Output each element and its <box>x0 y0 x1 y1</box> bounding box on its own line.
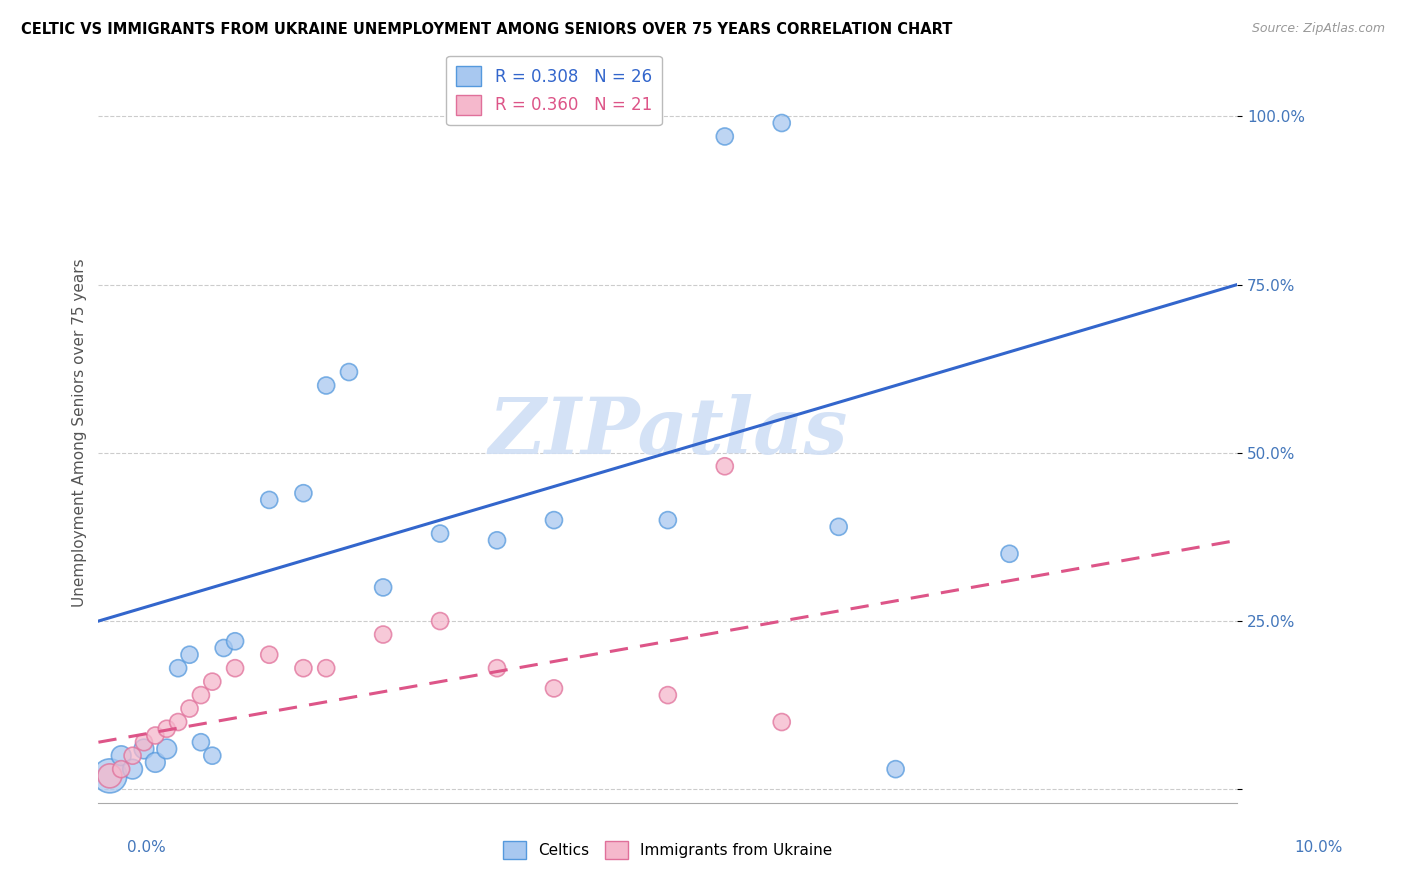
Point <box>132 742 155 756</box>
Point <box>543 681 565 696</box>
Text: 0.0%: 0.0% <box>127 840 166 855</box>
Point <box>179 701 201 715</box>
Point <box>429 614 451 628</box>
Point <box>156 742 179 756</box>
Point <box>224 634 246 648</box>
Point <box>292 661 315 675</box>
Point <box>98 769 121 783</box>
Point <box>714 459 737 474</box>
Legend: Celtics, Immigrants from Ukraine: Celtics, Immigrants from Ukraine <box>498 835 838 865</box>
Point <box>315 378 337 392</box>
Point <box>190 688 212 702</box>
Point <box>156 722 179 736</box>
Point <box>998 547 1021 561</box>
Point <box>201 748 224 763</box>
Point <box>770 116 793 130</box>
Text: Source: ZipAtlas.com: Source: ZipAtlas.com <box>1251 22 1385 36</box>
Point <box>145 729 167 743</box>
Point <box>201 674 224 689</box>
Point <box>486 661 509 675</box>
Point <box>373 627 395 641</box>
Point <box>167 714 190 729</box>
Point <box>132 735 155 749</box>
Point <box>315 661 337 675</box>
Point <box>770 714 793 729</box>
Point <box>657 688 679 702</box>
Point <box>337 365 360 379</box>
Point <box>828 520 851 534</box>
Point <box>190 735 212 749</box>
Text: 10.0%: 10.0% <box>1295 840 1343 855</box>
Point <box>259 492 281 507</box>
Point <box>98 769 121 783</box>
Point <box>212 640 235 655</box>
Point <box>373 581 395 595</box>
Point <box>486 533 509 548</box>
Text: CELTIC VS IMMIGRANTS FROM UKRAINE UNEMPLOYMENT AMONG SENIORS OVER 75 YEARS CORRE: CELTIC VS IMMIGRANTS FROM UKRAINE UNEMPL… <box>21 22 952 37</box>
Point <box>292 486 315 500</box>
Y-axis label: Unemployment Among Seniors over 75 years: Unemployment Among Seniors over 75 years <box>72 259 87 607</box>
Point <box>884 762 907 776</box>
Point <box>429 526 451 541</box>
Point <box>714 129 737 144</box>
Point <box>224 661 246 675</box>
Point <box>110 748 132 763</box>
Point <box>259 648 281 662</box>
Point <box>121 748 143 763</box>
Point <box>121 762 143 776</box>
Point <box>167 661 190 675</box>
Point <box>110 762 132 776</box>
Point <box>179 648 201 662</box>
Text: ZIPatlas: ZIPatlas <box>488 394 848 471</box>
Point <box>543 513 565 527</box>
Point <box>145 756 167 770</box>
Point <box>657 513 679 527</box>
